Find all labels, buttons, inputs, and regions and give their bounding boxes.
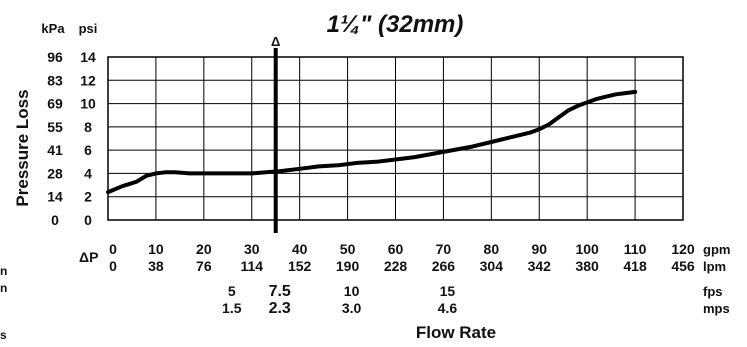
x-tick-label-gpm: 40 <box>292 241 308 257</box>
velocity-labels: 51.5 7.52.3 103.0 154.6 <box>222 283 457 317</box>
y-unit-psi: psi <box>79 21 98 36</box>
y-tick-label-kpa: 0 <box>51 212 59 228</box>
velocity-mps-label: 1.5 <box>222 300 242 316</box>
x-tick-label-lpm: 304 <box>480 258 504 274</box>
x-tick-label-gpm: 100 <box>575 241 599 257</box>
velocity-fps-label: 5 <box>228 283 236 299</box>
velocity-mps-label: 2.3 <box>269 300 291 317</box>
velocity-mps-label: 3.0 <box>342 300 362 316</box>
y-tick-label-psi: 6 <box>84 142 92 158</box>
x-tick-label-gpm: 60 <box>388 241 404 257</box>
x-tick-label-lpm: 456 <box>671 258 695 274</box>
x-unit-gpm: gpm <box>703 242 730 257</box>
velocity-fps-label: 15 <box>440 283 456 299</box>
x-tick-label-gpm: 50 <box>340 241 356 257</box>
x-unit-lpm: lpm <box>703 259 726 274</box>
x-tick-label-lpm: 418 <box>623 258 647 274</box>
y-axis-label: Pressure Loss <box>13 89 32 206</box>
y-tick-label-kpa: 96 <box>47 49 63 65</box>
chart-title: 1¼" (32mm) <box>327 11 464 38</box>
delta-p-label: ΔP <box>79 249 98 265</box>
cut-off-label-1: n <box>0 264 7 278</box>
x-axis-label: Flow Rate <box>416 323 496 342</box>
x-tick-label-gpm: 80 <box>484 241 500 257</box>
x-tick-label-lpm: 228 <box>384 258 408 274</box>
y-unit-kpa: kPa <box>41 21 65 36</box>
x-tick-label-gpm: 0 <box>109 241 117 257</box>
cut-off-label-2: n <box>0 281 7 295</box>
x-tick-label-lpm: 342 <box>528 258 552 274</box>
x-tick-label-lpm: 190 <box>336 258 360 274</box>
cut-off-label-3: s <box>0 328 7 342</box>
x-tick-label-gpm: 20 <box>196 241 212 257</box>
plot-frame <box>107 56 684 221</box>
x-tick-label-lpm: 152 <box>288 258 312 274</box>
x-tick-label-gpm: 30 <box>244 241 260 257</box>
x-tick-label-lpm: 114 <box>240 258 263 274</box>
velocity-fps-label: 10 <box>344 283 360 299</box>
y-tick-label-kpa: 55 <box>47 119 63 135</box>
velocity-unit-fps: fps <box>703 284 723 299</box>
y-tick-labels: 0 0 2 14 4 28 6 41 8 55 10 69 12 83 14 96 <box>47 49 96 228</box>
x-tick-label-lpm: 266 <box>432 258 456 274</box>
chart-grid <box>108 57 683 220</box>
velocity-marker-label: Δ <box>271 34 280 49</box>
velocity-unit-mps: mps <box>703 301 730 316</box>
x-tick-label-gpm: 110 <box>624 241 647 257</box>
velocity-mps-label: 4.6 <box>438 300 458 316</box>
x-tick-label-lpm: 380 <box>575 258 599 274</box>
y-tick-label-psi: 2 <box>84 189 92 205</box>
y-tick-label-kpa: 28 <box>47 165 63 181</box>
x-tick-label-gpm: 120 <box>671 241 695 257</box>
x-tick-label-gpm: 70 <box>436 241 452 257</box>
x-tick-label-lpm: 76 <box>196 258 212 274</box>
x-tick-label-gpm: 10 <box>148 241 164 257</box>
x-tick-label-lpm: 38 <box>148 258 164 274</box>
y-tick-label-kpa: 83 <box>47 72 63 88</box>
y-tick-label-kpa: 14 <box>47 189 63 205</box>
y-tick-label-psi: 4 <box>84 165 92 181</box>
y-tick-label-psi: 12 <box>80 72 96 88</box>
y-tick-label-psi: 14 <box>80 49 96 65</box>
y-tick-label-kpa: 41 <box>47 142 63 158</box>
series-line-pressure-loss <box>106 89 638 195</box>
y-tick-label-kpa: 69 <box>47 96 63 112</box>
x-tick-label-gpm: 90 <box>531 241 547 257</box>
x-tick-label-lpm: 0 <box>109 258 117 274</box>
y-tick-label-psi: 0 <box>84 212 92 228</box>
y-tick-label-psi: 8 <box>84 119 92 135</box>
y-tick-label-psi: 10 <box>80 96 96 112</box>
velocity-fps-label: 7.5 <box>269 283 291 300</box>
